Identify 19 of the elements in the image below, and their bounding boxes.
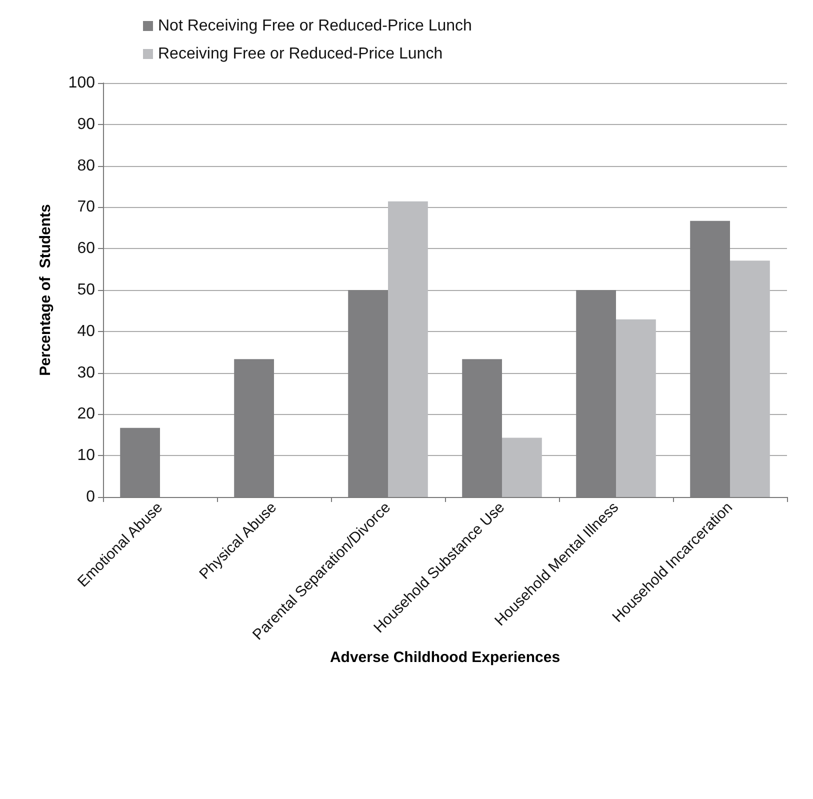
y-tick-label: 50	[77, 282, 96, 298]
legend-label: Receiving Free or Reduced-Price Lunch	[158, 46, 443, 62]
y-tick-label: 80	[77, 157, 96, 174]
y-axis-title: Percentage of Students	[37, 204, 54, 376]
legend-label: Not Receiving Free or Reduced-Price Lunch	[158, 18, 472, 34]
y-tick-label: 0	[86, 488, 96, 506]
bar	[616, 319, 656, 497]
bar	[730, 260, 770, 497]
bar	[388, 201, 428, 497]
y-tick-label: 40	[77, 322, 96, 340]
y-tick-label: 20	[77, 406, 96, 423]
y-tick-label: 100	[68, 74, 96, 92]
y-tick-label: 90	[77, 116, 96, 133]
bar	[502, 438, 542, 497]
x-axis-title: Adverse Childhood Experiences	[330, 648, 560, 666]
y-tick-label: 60	[77, 240, 96, 258]
y-tick-label: 30	[77, 364, 96, 382]
y-tick-label: 10	[77, 447, 96, 464]
y-tick-label: 70	[77, 198, 96, 216]
